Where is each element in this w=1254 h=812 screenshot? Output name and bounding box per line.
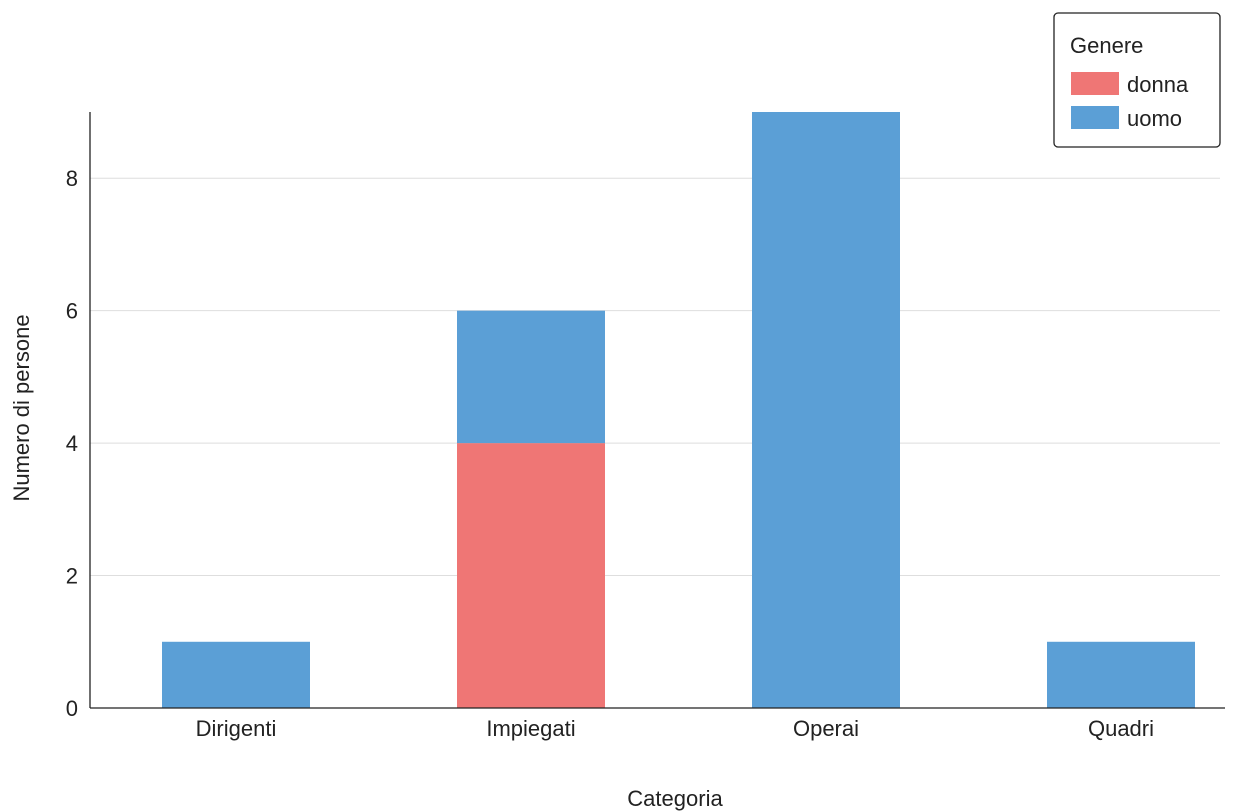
x-tick-label: Impiegati bbox=[486, 716, 575, 741]
bar-donna-impiegati bbox=[457, 443, 605, 708]
y-tick-label: 4 bbox=[66, 431, 78, 456]
bars bbox=[162, 112, 1195, 708]
x-axis-title: Categoria bbox=[627, 786, 723, 811]
y-axis-title: Numero di persone bbox=[9, 314, 34, 501]
bar-uomo-impiegati bbox=[457, 310, 605, 444]
legend-label-donna: donna bbox=[1127, 72, 1189, 97]
bar-uomo-quadri bbox=[1047, 641, 1195, 708]
x-tick-label: Dirigenti bbox=[196, 716, 277, 741]
y-tick-label: 8 bbox=[66, 166, 78, 191]
legend: Genere donna uomo bbox=[1053, 12, 1221, 148]
x-tick-labels: Dirigenti Impiegati Operai Quadri bbox=[196, 716, 1154, 741]
legend-swatch-uomo bbox=[1071, 106, 1119, 129]
legend-items: donna uomo bbox=[1071, 72, 1189, 131]
x-tick-label: Quadri bbox=[1088, 716, 1154, 741]
legend-title: Genere bbox=[1070, 33, 1143, 58]
bar-uomo-operai bbox=[752, 112, 900, 708]
legend-swatch-donna bbox=[1071, 72, 1119, 95]
bar-uomo-dirigenti bbox=[162, 641, 310, 708]
x-tick-label: Operai bbox=[793, 716, 859, 741]
y-tick-label: 2 bbox=[66, 564, 78, 589]
y-tick-label: 0 bbox=[66, 696, 78, 721]
y-tick-label: 6 bbox=[66, 299, 78, 324]
y-tick-labels: 0 2 4 6 8 bbox=[66, 166, 78, 721]
gridlines bbox=[90, 177, 1220, 577]
legend-label-uomo: uomo bbox=[1127, 106, 1182, 131]
